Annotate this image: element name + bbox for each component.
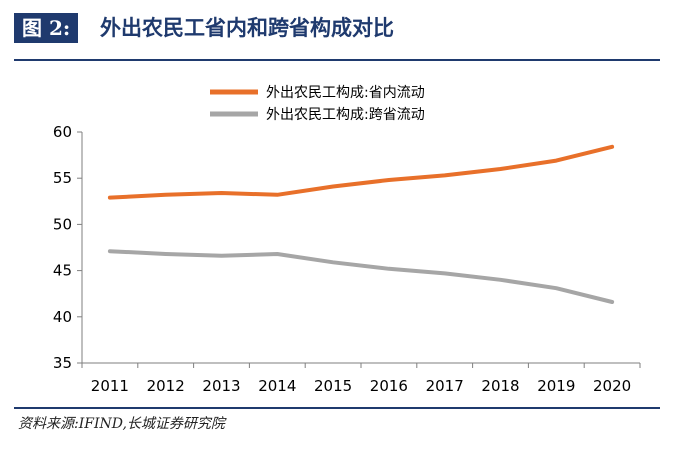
figure-number-badge: 图 2: bbox=[14, 13, 79, 43]
x-tick-label: 2011 bbox=[91, 377, 129, 395]
series-line-1 bbox=[107, 144, 615, 200]
header-divider bbox=[14, 59, 660, 61]
footer-divider bbox=[14, 407, 660, 409]
legend-label-2: 外出农民工构成:跨省流动 bbox=[266, 107, 425, 123]
x-tick-label: 2019 bbox=[537, 377, 575, 395]
y-tick-label: 50 bbox=[53, 215, 72, 233]
series-line-2 bbox=[107, 249, 615, 304]
x-tick-label: 2013 bbox=[202, 377, 240, 395]
x-tick-label: 2020 bbox=[593, 377, 631, 395]
y-tick-label: 45 bbox=[53, 262, 72, 280]
y-tick-label: 60 bbox=[53, 123, 72, 141]
y-tick-label: 55 bbox=[53, 169, 72, 187]
x-tick-label: 2016 bbox=[370, 377, 408, 395]
x-tick-label: 2014 bbox=[258, 377, 296, 395]
y-tick-label: 40 bbox=[53, 308, 72, 326]
y-axis: 35 40 45 50 55 60 bbox=[53, 123, 83, 372]
x-tick-label: 2012 bbox=[147, 377, 185, 395]
figure-title: 外出农民工省内和跨省构成对比 bbox=[100, 16, 394, 40]
source-note: 资料来源:IFIND,长城证券研究院 bbox=[18, 416, 225, 432]
plot-area bbox=[107, 144, 615, 304]
x-axis: 2011 2012 2013 2014 2015 2016 2017 2018 2019 2020 bbox=[81, 362, 641, 395]
x-tick-label: 2017 bbox=[426, 377, 464, 395]
x-tick-label: 2015 bbox=[314, 377, 352, 395]
x-tick-label: 2018 bbox=[481, 377, 519, 395]
legend-label-1: 外出农民工构成:省内流动 bbox=[266, 85, 425, 101]
figure-header: 图 2: 外出农民工省内和跨省构成对比 bbox=[0, 0, 691, 60]
y-tick-label: 35 bbox=[53, 354, 72, 372]
